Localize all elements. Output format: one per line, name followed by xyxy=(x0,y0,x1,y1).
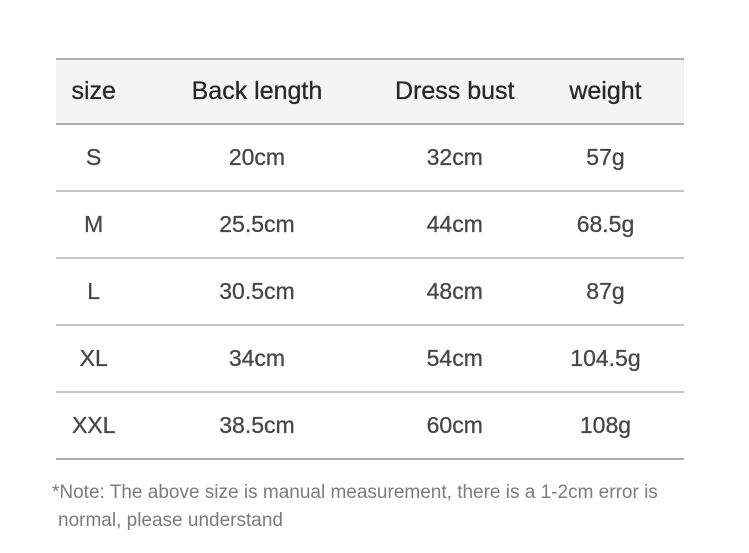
cell-size: S xyxy=(86,144,102,170)
cell-weight: 108g xyxy=(579,412,632,438)
measurement-note: *Note: The above size is manual measurem… xyxy=(52,479,658,535)
table-row-l: L 30.5cm 48cm 87g xyxy=(56,259,684,326)
note-line-2: normal, please understand xyxy=(58,510,283,531)
cell-weight: 104.5g xyxy=(570,345,641,371)
cell-weight: 68.5g xyxy=(576,211,635,237)
cell-dress-bust: 60cm xyxy=(426,412,483,438)
cell-weight: 87g xyxy=(586,278,625,304)
table-row-xl: XL 34cm 54cm 104.5g xyxy=(56,326,684,393)
cell-weight: 57g xyxy=(586,144,625,170)
cell-dress-bust: 48cm xyxy=(426,278,483,304)
cell-dress-bust: 32cm xyxy=(426,144,483,170)
note-line-1: *Note: The above size is manual measurem… xyxy=(52,482,658,503)
header-weight: weight xyxy=(569,77,642,105)
cell-size: L xyxy=(87,278,101,304)
header-dress-bust: Dress bust xyxy=(395,77,515,105)
cell-back-length: 20cm xyxy=(228,144,286,170)
cell-size: XXL xyxy=(71,412,116,438)
cell-back-length: 34cm xyxy=(228,345,286,371)
cell-dress-bust: 44cm xyxy=(426,211,483,237)
table-header-row: size Back length Dress bust weight xyxy=(56,60,684,125)
table-row-xxl: XXL 38.5cm 60cm 108g xyxy=(56,393,684,460)
cell-size: M xyxy=(84,211,104,237)
table-row-s: S 20cm 32cm 57g xyxy=(56,125,684,192)
header-back-length: Back length xyxy=(191,77,323,105)
size-chart-table: size Back length Dress bust weight S 20c… xyxy=(56,58,684,460)
cell-size: XL xyxy=(79,345,108,371)
table-row-m: M 25.5cm 44cm 68.5g xyxy=(56,192,684,259)
cell-back-length: 38.5cm xyxy=(219,412,295,438)
header-size: size xyxy=(71,77,116,105)
cell-back-length: 25.5cm xyxy=(219,211,295,237)
cell-dress-bust: 54cm xyxy=(426,345,483,371)
cell-back-length: 30.5cm xyxy=(219,278,295,304)
